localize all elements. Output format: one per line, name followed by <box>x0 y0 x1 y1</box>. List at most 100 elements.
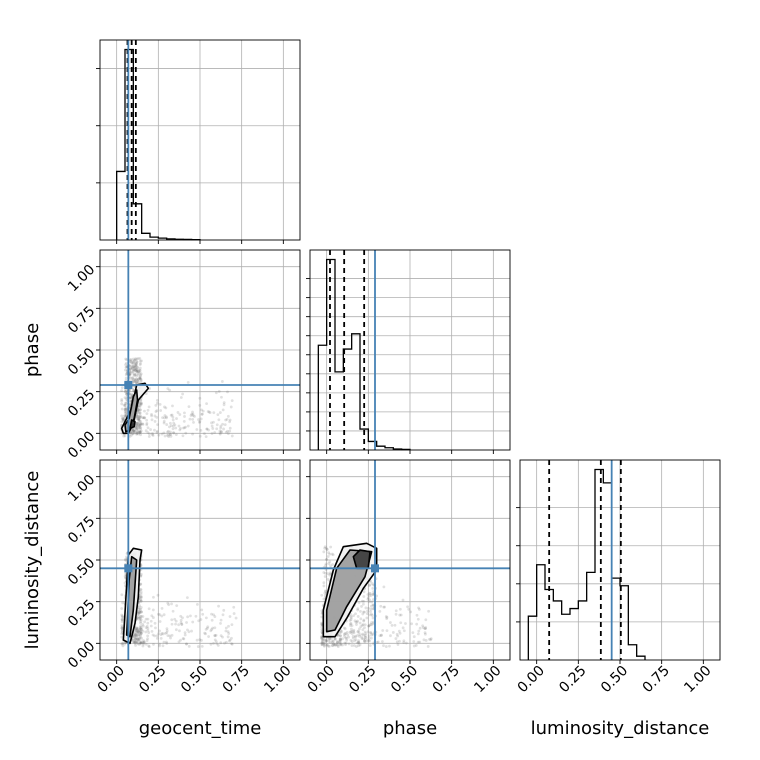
sample-point <box>218 432 222 436</box>
sample-point <box>225 417 229 421</box>
sample-point <box>165 416 168 420</box>
sample-point <box>335 640 339 643</box>
sample-point <box>138 430 142 434</box>
sample-point <box>325 643 329 647</box>
sample-point <box>385 617 389 621</box>
sample-point <box>368 592 372 596</box>
sample-point <box>143 409 146 413</box>
sample-point <box>122 417 126 421</box>
sample-point <box>429 637 433 641</box>
sample-point <box>120 618 124 622</box>
sample-point <box>334 637 337 641</box>
sample-point <box>210 432 214 435</box>
sample-point <box>136 417 140 421</box>
sample-point <box>155 636 159 640</box>
sample-point <box>341 637 344 641</box>
sample-point <box>139 616 142 620</box>
sample-point <box>357 641 361 645</box>
sample-point <box>350 632 354 635</box>
sample-point <box>166 634 170 638</box>
sample-point <box>120 625 124 629</box>
sample-point <box>396 643 400 646</box>
sample-point <box>138 630 142 634</box>
sample-point <box>371 598 375 601</box>
hist-panel-phase <box>306 249 511 454</box>
sample-point <box>328 552 332 556</box>
sample-point <box>346 633 350 637</box>
x-tick-label: 0.50 <box>598 663 631 696</box>
sample-point <box>128 373 132 376</box>
sample-point <box>359 609 362 613</box>
sample-point <box>139 632 143 635</box>
sample-point <box>131 376 135 380</box>
sample-point <box>138 616 141 620</box>
sample-point <box>165 627 169 631</box>
sample-point <box>125 361 128 365</box>
sample-point <box>137 380 140 384</box>
sample-point <box>203 631 207 635</box>
sample-point <box>365 616 369 620</box>
sample-point <box>209 629 213 633</box>
sample-point <box>136 369 140 373</box>
sample-point <box>337 633 340 637</box>
sample-point <box>138 377 142 381</box>
sample-point <box>135 641 139 645</box>
sample-point <box>349 616 353 620</box>
sample-point <box>187 405 191 408</box>
sample-point <box>148 387 152 390</box>
sample-point <box>371 603 375 607</box>
sample-point <box>204 616 208 620</box>
sample-point <box>120 593 124 597</box>
sample-point <box>352 631 356 635</box>
sample-point <box>395 632 399 636</box>
sample-point <box>195 428 199 431</box>
x-tick-label: 0.25 <box>136 663 169 696</box>
sample-point <box>137 417 141 421</box>
sample-point <box>214 633 218 637</box>
sample-point <box>168 634 172 638</box>
sample-point <box>200 638 203 642</box>
sample-point <box>343 634 346 638</box>
truth-marker <box>124 564 133 573</box>
sample-point <box>138 370 142 374</box>
sample-point <box>136 411 140 415</box>
sample-point <box>138 643 141 646</box>
sample-point <box>186 628 189 632</box>
sample-point <box>415 613 419 617</box>
sample-point <box>204 632 207 636</box>
sample-point <box>370 600 374 604</box>
sample-point <box>120 613 124 617</box>
sample-point <box>134 640 138 644</box>
sample-point <box>138 376 142 379</box>
sample-point <box>159 636 163 640</box>
sample-point <box>358 633 362 637</box>
sample-point <box>165 423 169 426</box>
sample-point <box>357 640 360 644</box>
sample-point <box>139 631 143 635</box>
sample-point <box>135 360 139 364</box>
sample-point <box>163 414 167 417</box>
sample-point <box>133 379 137 383</box>
sample-point <box>398 607 402 611</box>
sample-point <box>227 639 231 643</box>
sample-point <box>131 428 135 432</box>
sample-point <box>162 431 166 435</box>
sample-point <box>358 634 361 638</box>
sample-point <box>138 609 142 613</box>
sample-point <box>177 623 181 627</box>
sample-point <box>198 434 202 438</box>
sample-point <box>178 413 182 416</box>
sample-point <box>137 611 141 615</box>
sample-point <box>355 620 359 624</box>
sample-point <box>223 641 226 645</box>
sample-point <box>136 366 140 370</box>
sample-point <box>394 612 398 616</box>
sample-point <box>130 364 134 368</box>
sample-point <box>185 642 188 646</box>
sample-point <box>155 431 159 434</box>
sample-point <box>121 644 125 648</box>
sample-point <box>358 627 361 631</box>
sample-point <box>145 412 149 416</box>
sample-point <box>139 606 143 609</box>
sample-point <box>139 590 143 594</box>
